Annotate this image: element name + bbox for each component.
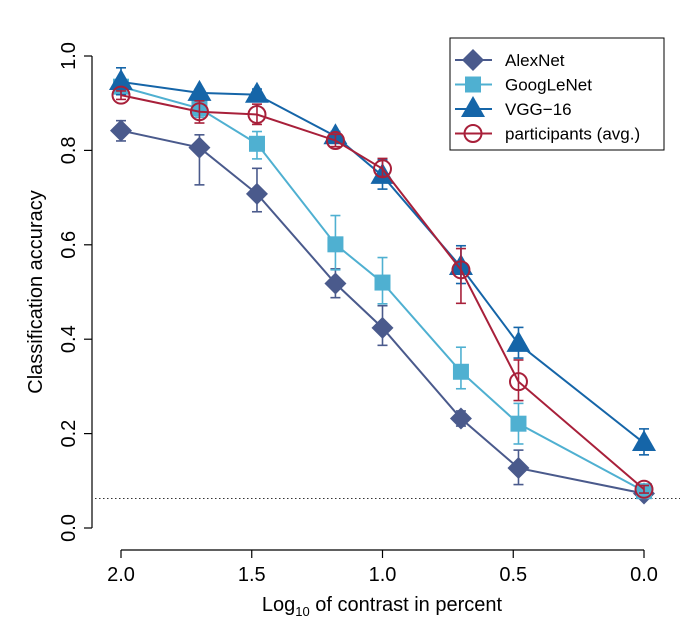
y-tick-label: 0.8: [58, 136, 80, 164]
series-line: [120, 94, 645, 491]
legend-marker: [461, 96, 485, 117]
series-participants-avg: [111, 85, 654, 499]
legend-item-participants-avg: participants (avg.): [455, 124, 640, 144]
data-point: [109, 68, 133, 90]
legend-item-alexnet: AlexNet: [455, 49, 565, 71]
legend-marker: [465, 76, 481, 93]
series-group: [109, 67, 656, 505]
data-point: [110, 119, 132, 142]
y-tick-label: 0.2: [58, 420, 80, 448]
data-point: [244, 81, 269, 103]
data-point: [508, 372, 528, 392]
error-bar: [455, 247, 466, 305]
data-point: [507, 457, 530, 480]
data-point: [374, 274, 391, 291]
y-tick-label: 0.6: [58, 231, 80, 259]
legend-label: VGG−16: [505, 100, 572, 119]
data-point: [449, 407, 472, 430]
data-point: [245, 182, 268, 205]
data-point: [324, 272, 347, 295]
x-tick-label: 0.0: [630, 564, 658, 586]
data-point: [248, 135, 265, 152]
y-tick-label: 1.0: [58, 42, 80, 70]
data-point: [452, 363, 469, 380]
data-point: [189, 102, 209, 122]
data-point: [188, 136, 211, 159]
x-tick-label: 1.5: [238, 564, 266, 586]
data-point: [506, 330, 531, 352]
data-point: [634, 479, 654, 499]
x-tick-label: 1.0: [369, 564, 397, 586]
data-point: [325, 130, 345, 150]
x-axis-label-main: Log: [262, 594, 295, 616]
x-axis-label-subscript: 10: [295, 604, 309, 619]
data-point: [451, 260, 471, 280]
y-axis-label: Classification accuracy: [25, 190, 47, 393]
x-tick-label: 2.0: [107, 564, 135, 586]
legend: AlexNet GoogLeNet VGG−16 participants (avg.…: [449, 37, 665, 151]
legend-label: AlexNet: [505, 51, 565, 70]
x-axis-label-rest: of contrast in percent: [310, 594, 503, 616]
legend-item-googlenet: GoogLeNet: [455, 76, 592, 95]
legend-marker: [462, 49, 484, 71]
legend-item-vgg-16: VGG−16: [455, 96, 572, 119]
data-point: [371, 316, 394, 339]
x-axis-label: Log10 of contrast in percent: [262, 594, 503, 619]
legend-label: participants (avg.): [505, 125, 640, 144]
data-point: [327, 236, 344, 253]
x-axis: 2.0 1.5 1.0 0.5 0.0: [107, 549, 658, 586]
data-point: [187, 79, 212, 101]
y-tick-label: 0.0: [58, 514, 80, 542]
axes: 0.0 0.2 0.4 0.6 0.8 1.0 2.0 1.5 1.0 0.5 0.0: [58, 42, 658, 586]
data-point: [247, 105, 267, 125]
legend-marker: [463, 124, 483, 143]
data-point: [510, 415, 527, 432]
data-point: [111, 85, 131, 105]
legend-box: [449, 37, 665, 151]
y-tick-label: 0.4: [58, 325, 80, 353]
data-point: [373, 159, 392, 179]
series-line: [120, 129, 645, 495]
x-tick-label: 0.5: [499, 564, 527, 586]
legend-label: GoogLeNet: [505, 76, 592, 95]
y-axis: 0.0 0.2 0.4 0.6 0.8 1.0: [58, 42, 93, 542]
data-point: [632, 430, 656, 452]
series-line: [120, 80, 645, 444]
series-line: [120, 85, 645, 493]
